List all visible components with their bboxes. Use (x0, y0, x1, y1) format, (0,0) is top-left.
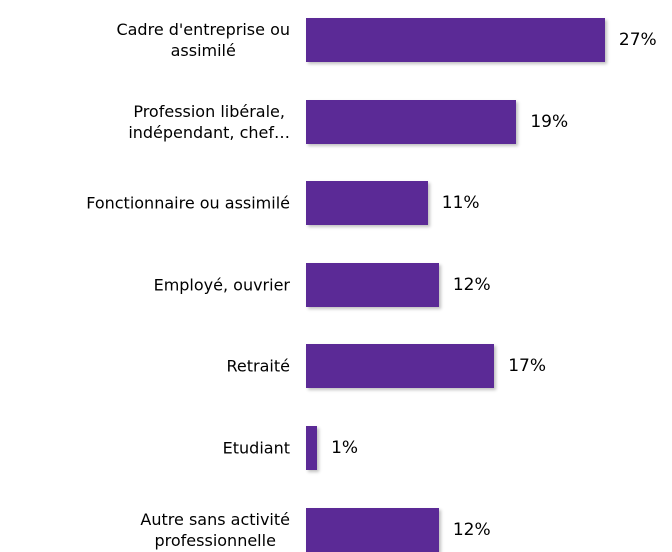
bar (306, 18, 605, 62)
value-label: 27% (618, 30, 657, 50)
value-label: 11% (441, 193, 480, 214)
category-label: Fonctionnaire ou assimilé (86, 193, 290, 213)
value-label: 1% (331, 438, 359, 458)
bar (306, 262, 439, 307)
bar-row: Etudiant 1% (0, 426, 672, 470)
category-label: Autre sans activité professionnelle (140, 509, 290, 550)
value-label: 12% (452, 274, 491, 295)
bar (306, 507, 439, 552)
category-label: Etudiant (222, 438, 290, 458)
value-label: 17% (508, 356, 546, 377)
bar-row: Autre sans activité professionnelle 12% (0, 507, 672, 552)
bar-row: Fonctionnaire ou assimilé 11% (0, 181, 672, 226)
bar (306, 426, 318, 470)
value-label: 12% (452, 519, 491, 540)
bar (306, 181, 428, 226)
bar-row: Cadre d'entreprise ou assimilé 27% (0, 18, 672, 62)
bar-row: Employé, ouvrier 12% (0, 262, 672, 307)
bar-row: Profession libérale, indépendant, chef… 1… (0, 99, 672, 144)
bar (306, 99, 517, 144)
category-label: Profession libérale, indépendant, chef… (128, 101, 290, 142)
bar (306, 344, 495, 389)
category-label: Retraité (226, 356, 290, 376)
bar-row: Retraité 17% (0, 344, 672, 389)
category-label: Cadre d'entreprise ou assimilé (116, 20, 290, 60)
category-label: Employé, ouvrier (153, 275, 290, 295)
value-label: 19% (530, 111, 569, 132)
